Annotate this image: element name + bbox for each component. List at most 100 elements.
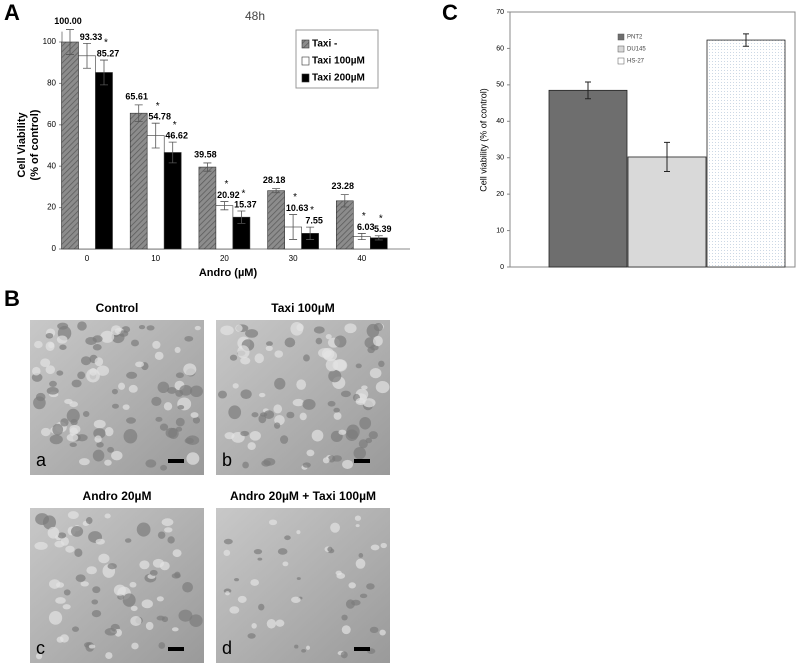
cell: [156, 615, 165, 621]
cell: [327, 400, 336, 407]
panel-letter: B: [4, 286, 20, 311]
cell: [247, 633, 256, 639]
cell: [32, 366, 41, 376]
error-bar: [151, 122, 160, 149]
chart-title: 48h: [245, 9, 265, 23]
cell: [123, 429, 138, 444]
y-tick-label: 40: [496, 118, 504, 125]
cell: [330, 522, 340, 533]
cell: [284, 337, 296, 348]
cell: [156, 596, 164, 602]
cell: [274, 422, 281, 429]
cell: [263, 410, 275, 419]
cell: [302, 462, 311, 468]
error-bar: [340, 194, 349, 208]
cell: [355, 397, 366, 406]
cell: [301, 648, 307, 653]
cell: [258, 414, 267, 424]
cell: [163, 402, 173, 411]
cell: [345, 599, 355, 609]
cell: [218, 390, 227, 399]
cell: [154, 351, 164, 361]
x-tick-label: 30: [289, 254, 298, 263]
cell: [35, 653, 43, 660]
y-tick-label: 100: [43, 37, 57, 46]
error-bar: [168, 141, 177, 164]
bar: [267, 190, 285, 250]
value-label: 65.61: [125, 91, 148, 101]
cell: [49, 579, 61, 589]
cell: [31, 373, 43, 382]
significance: *: [104, 38, 108, 49]
cell: [182, 581, 193, 593]
cell: [92, 344, 102, 351]
cell: [47, 526, 60, 539]
cell: [80, 581, 89, 587]
cell: [130, 605, 138, 612]
scale-bar: [168, 459, 184, 463]
cell: [130, 339, 139, 347]
cell: [60, 418, 69, 427]
cell: [56, 335, 68, 344]
image-title: Andro 20µM + Taxi 100µM: [230, 489, 376, 503]
cell: [124, 538, 132, 543]
cell: [151, 396, 162, 407]
y-tick-label: 20: [47, 203, 56, 212]
cell: [274, 350, 284, 358]
error-bar: [83, 42, 91, 69]
cell: [45, 365, 56, 375]
cell: [175, 372, 184, 379]
error-bar: [374, 235, 383, 241]
cell: [254, 353, 264, 364]
error-bar: [289, 214, 298, 240]
cell: [274, 377, 286, 390]
cell: [380, 542, 387, 549]
bar: [627, 156, 707, 268]
y-tick-label: 60: [47, 120, 56, 129]
cell: [62, 604, 71, 610]
cell: [111, 450, 123, 461]
cell: [362, 398, 376, 408]
cell: [93, 419, 106, 429]
cell: [332, 455, 342, 462]
image-letter: d: [222, 638, 232, 658]
value-label: 28.18: [263, 175, 286, 185]
cell: [313, 326, 325, 334]
cell: [54, 540, 65, 548]
cell: [48, 611, 63, 625]
cell: [348, 582, 356, 589]
cell: [175, 417, 185, 427]
cell: [378, 360, 385, 368]
cell: [45, 332, 54, 339]
micrograph: c: [30, 508, 204, 663]
cell: [240, 357, 251, 365]
cell: [277, 548, 288, 555]
cell: [71, 626, 80, 632]
cell: [296, 530, 301, 535]
value-label: 7.55: [305, 216, 323, 226]
error-bar: [272, 188, 281, 194]
legend-swatch: [617, 33, 625, 41]
cell: [306, 449, 315, 457]
significance: *: [362, 211, 366, 222]
cell: [48, 342, 55, 349]
cell: [282, 561, 289, 567]
cell: [359, 416, 372, 430]
x-tick-label: 40: [357, 254, 366, 263]
image-title: Andro 20µM: [83, 489, 152, 503]
cell: [35, 392, 46, 402]
cell: [366, 583, 375, 590]
cell: [250, 579, 260, 586]
y-tick-label: 0: [500, 264, 504, 271]
cell: [373, 323, 384, 332]
cell: [96, 441, 104, 448]
cell: [335, 570, 342, 576]
legend-swatch: [617, 45, 625, 53]
cell: [128, 384, 138, 393]
cell: [268, 519, 278, 526]
cell: [57, 532, 67, 539]
cell: [104, 427, 114, 437]
value-label: 93.33: [80, 32, 103, 42]
cell: [40, 427, 51, 437]
cell: [139, 560, 150, 570]
